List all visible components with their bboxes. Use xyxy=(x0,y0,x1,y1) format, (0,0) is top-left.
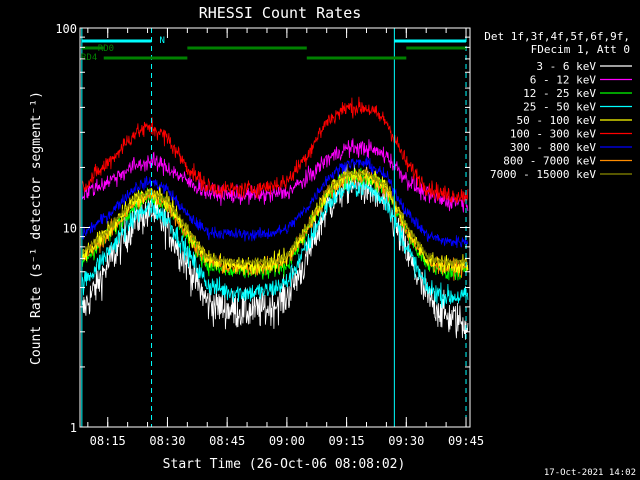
legend-label: 800 - 7000 keV xyxy=(503,155,596,168)
legend-label: 7000 - 15000 keV xyxy=(490,168,596,181)
status-bar-label: RD0 xyxy=(98,44,114,54)
series-line xyxy=(81,96,469,204)
x-tick-label: 09:45 xyxy=(448,434,484,448)
y-axis-label: Count Rate (s⁻¹ detector segment⁻¹) xyxy=(29,91,44,365)
legend: Det 1f,3f,4f,5f,6f,9f,FDecim 1, Att 0 3 -… xyxy=(484,30,632,181)
legend-header: Det 1f,3f,4f,5f,6f,9f, xyxy=(484,30,630,43)
status-bar-label: N xyxy=(159,36,164,46)
y-tick-label: 100 xyxy=(55,22,77,36)
x-tick-label: 08:15 xyxy=(90,434,126,448)
series-lines xyxy=(81,96,469,340)
y-tick-label: 1 xyxy=(70,421,77,435)
x-tick-label: 09:15 xyxy=(329,434,365,448)
x-tick-label: 09:30 xyxy=(388,434,424,448)
series-line xyxy=(81,138,469,213)
series-line xyxy=(81,173,469,309)
legend-label: 50 - 100 keV xyxy=(517,114,597,127)
axes: 1 10 100 08:15 08:30 08:45 09:00 09:15 09:30 09:4… xyxy=(55,22,484,448)
legend-header: FDecim 1, Att 0 xyxy=(531,43,630,56)
legend-label: 100 - 300 keV xyxy=(510,128,596,141)
series-line xyxy=(81,155,469,249)
x-axis-label: Start Time (26-Oct-06 08:08:02) xyxy=(163,457,406,472)
x-tick-label: 08:30 xyxy=(149,434,185,448)
series-line xyxy=(81,168,469,268)
chart-title: RHESSI Count Rates xyxy=(199,4,362,22)
timestamp: 17-Oct-2021 14:02 xyxy=(544,468,636,478)
legend-label: 12 - 25 keV xyxy=(523,87,596,100)
legend-label: 25 - 50 keV xyxy=(523,101,596,114)
legend-label: 300 - 800 keV xyxy=(510,141,596,154)
legend-label: 3 - 6 keV xyxy=(536,60,596,73)
y-tick-label: 10 xyxy=(63,222,77,236)
x-tick-label: 09:00 xyxy=(269,434,305,448)
x-tick-label: 08:45 xyxy=(209,434,245,448)
legend-label: 6 - 12 keV xyxy=(530,74,597,87)
status-bar-label: RD4 xyxy=(81,53,97,63)
